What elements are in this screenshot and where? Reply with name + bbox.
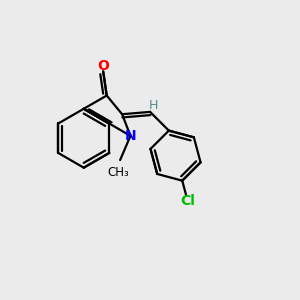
Text: CH₃: CH₃ — [108, 167, 130, 179]
Text: O: O — [97, 59, 109, 73]
Text: N: N — [125, 129, 137, 143]
Text: H: H — [149, 99, 158, 112]
Text: Cl: Cl — [180, 194, 195, 208]
